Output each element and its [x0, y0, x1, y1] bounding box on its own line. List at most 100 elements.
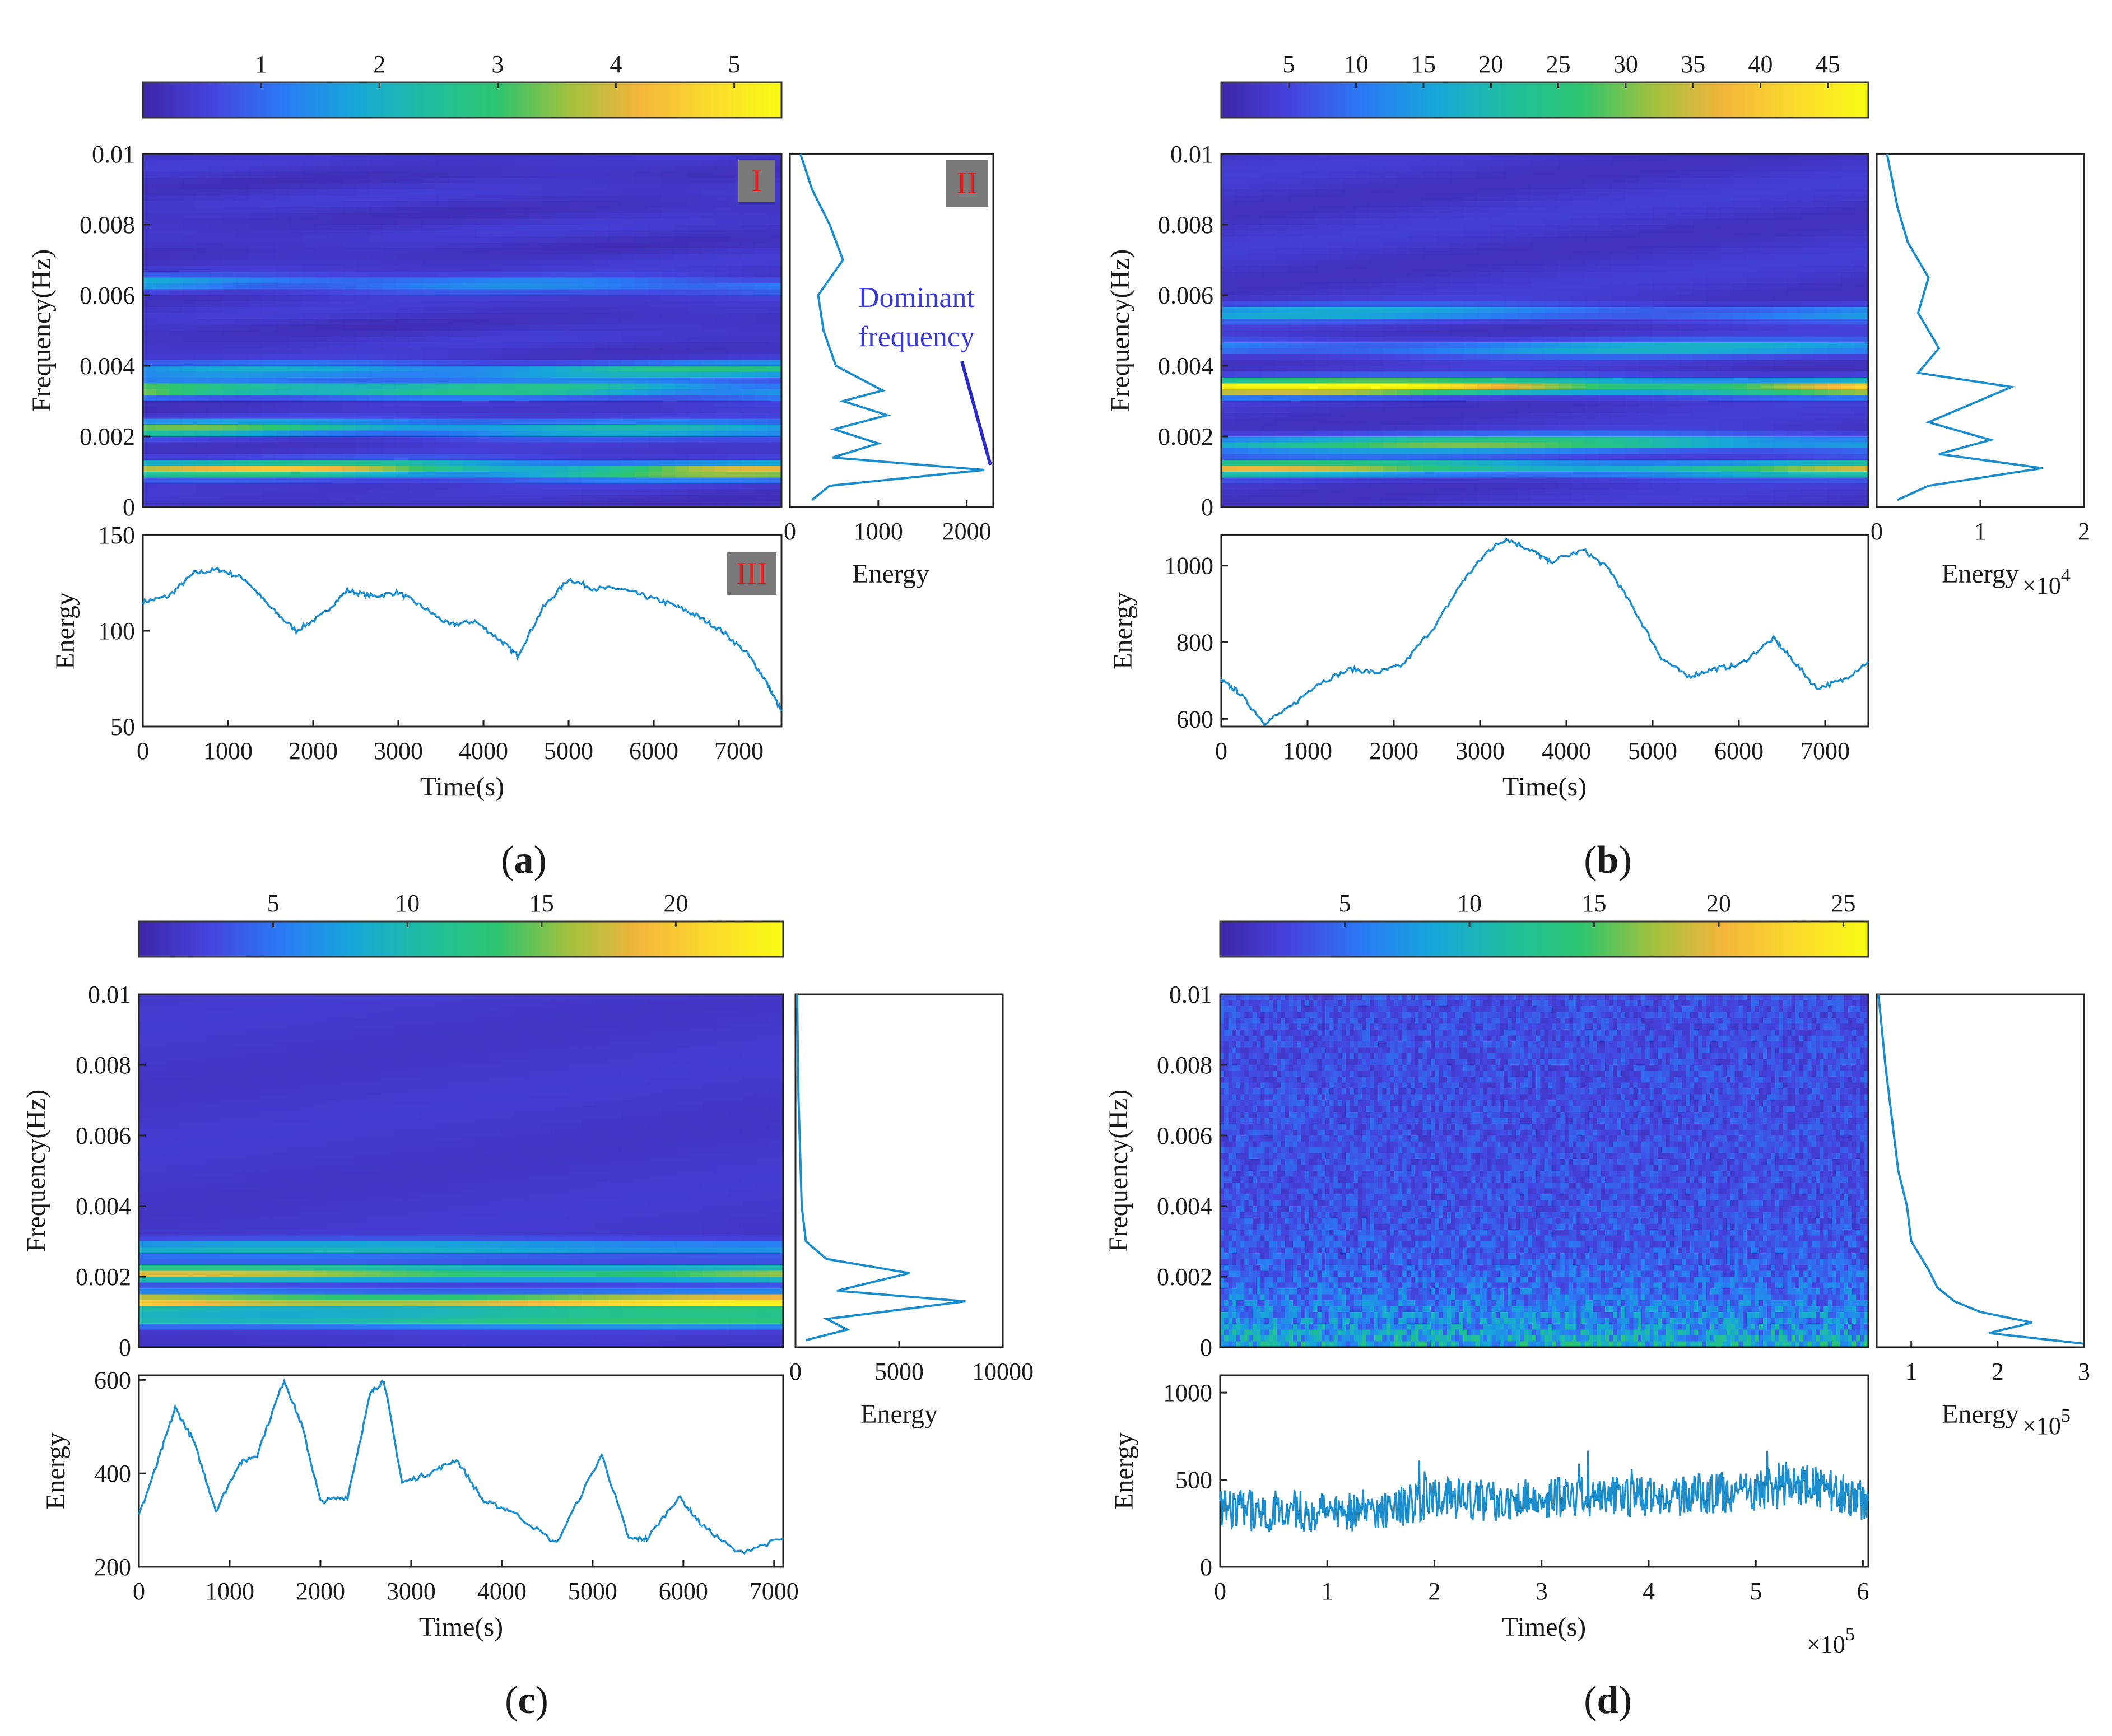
heatmap-cell	[1491, 277, 1505, 284]
heatmap-cell	[569, 466, 583, 472]
heatmap-cell	[1653, 289, 1667, 296]
heatmap-cell	[196, 389, 210, 396]
heatmap-cell	[1409, 171, 1424, 178]
heatmap-cell	[1801, 213, 1815, 220]
heatmap-cell	[289, 366, 303, 373]
heatmap-cell	[289, 360, 303, 366]
heatmap-cell	[555, 254, 569, 260]
heatmap-cell	[249, 460, 263, 467]
heatmap-cell	[1733, 225, 1748, 231]
heatmap-cell	[768, 301, 782, 308]
heatmap-cell	[183, 160, 197, 166]
heatmap-cell	[435, 154, 450, 161]
heatmap-cell	[262, 418, 277, 425]
heatmap-cell	[1491, 248, 1505, 255]
heatmap-cell	[741, 225, 756, 231]
heatmap-cell	[1491, 307, 1505, 314]
heatmap-cell	[369, 477, 383, 484]
heatmap-cell	[688, 254, 703, 260]
heatmap-cell	[356, 460, 370, 467]
heatmap-cell	[1450, 348, 1464, 355]
heatmap-cell	[688, 207, 703, 213]
heatmap-cell	[608, 466, 622, 472]
colorbar-tick-label: 40	[1748, 50, 1773, 78]
heatmap-cell	[315, 248, 330, 255]
heatmap-cell	[289, 413, 303, 420]
heatmap-cell	[648, 413, 663, 420]
heatmap-cell	[1369, 342, 1384, 349]
heatmap-cell	[1329, 366, 1343, 373]
heatmap-cell	[262, 483, 277, 490]
heatmap-cell	[1733, 301, 1748, 308]
heatmap-cell	[741, 207, 756, 213]
heatmap-cell	[222, 348, 237, 355]
heatmap-cell	[1801, 313, 1815, 319]
heatmap-cell	[396, 466, 410, 472]
heatmap-cell	[1356, 236, 1370, 243]
heatmap-cell	[715, 501, 729, 508]
heatmap-cell	[715, 154, 729, 161]
heatmap-cell	[489, 248, 503, 255]
heatmap-cell	[728, 331, 742, 337]
heatmap-cell	[1450, 266, 1464, 272]
heatmap-cell	[515, 301, 529, 308]
heatmap-cell	[1531, 218, 1546, 225]
heatmap-cell	[715, 413, 729, 420]
heatmap-cell	[222, 430, 237, 437]
heatmap-cell	[569, 260, 583, 267]
heatmap-cell	[728, 301, 742, 308]
heatmap-cell	[1585, 254, 1599, 260]
colorbar-tick-label: 2	[373, 50, 385, 78]
heatmap-cell	[1733, 354, 1748, 361]
heatmap-cell	[662, 266, 676, 272]
heatmap-cell	[143, 195, 157, 202]
heatmap-cell	[262, 436, 277, 443]
heatmap-cell	[1302, 295, 1316, 302]
heatmap-cell	[542, 307, 556, 314]
heatmap-cell	[1504, 266, 1519, 272]
heatmap-cell	[715, 201, 729, 208]
heatmap-cell	[303, 442, 317, 449]
heatmap-cell	[1693, 342, 1708, 349]
heatmap-cell	[315, 154, 330, 161]
heatmap-cell	[369, 395, 383, 402]
heatmap-cell	[1464, 301, 1478, 308]
heatmap-cell	[315, 331, 330, 337]
heatmap-cell	[1491, 160, 1505, 166]
heatmap-cell	[169, 430, 184, 437]
heatmap-cell	[169, 389, 184, 396]
region-label-II: II	[956, 166, 977, 201]
heatmap-cell	[1598, 301, 1613, 308]
heatmap-cell	[1814, 348, 1829, 355]
heatmap-cell	[315, 360, 330, 366]
heatmap-cell	[622, 266, 636, 272]
heatmap-cell	[555, 389, 569, 396]
heatmap-cell	[1598, 230, 1613, 237]
heatmap-cell	[236, 442, 250, 449]
heatmap-cell	[1666, 236, 1680, 243]
heatmap-cell	[675, 242, 689, 249]
heatmap-cell	[1612, 230, 1626, 237]
heatmap-cell	[1760, 171, 1775, 178]
heatmap-cell	[1625, 189, 1640, 196]
heatmap-cell	[648, 401, 663, 408]
heatmap-cell	[143, 395, 157, 402]
heatmap-cell	[1747, 183, 1761, 190]
heatmap-cell	[555, 383, 569, 390]
heatmap-cell	[1342, 331, 1357, 337]
heatmap-cell	[1464, 378, 1478, 384]
heatmap-cell	[1262, 230, 1276, 237]
heatmap-cell	[262, 477, 277, 484]
heatmap-cell	[1288, 366, 1303, 373]
heatmap-cell	[183, 218, 197, 225]
heatmap-cell	[1437, 331, 1451, 337]
heatmap-cell	[1680, 342, 1694, 349]
heatmap-cell	[1612, 195, 1626, 202]
heatmap-cell	[209, 354, 224, 361]
heatmap-cell	[635, 254, 649, 260]
heatmap-cell	[648, 442, 663, 449]
heatmap-cell	[222, 342, 237, 349]
heatmap-cell	[1464, 319, 1478, 325]
heatmap-cell	[462, 336, 476, 343]
heatmap-cell	[409, 407, 423, 413]
